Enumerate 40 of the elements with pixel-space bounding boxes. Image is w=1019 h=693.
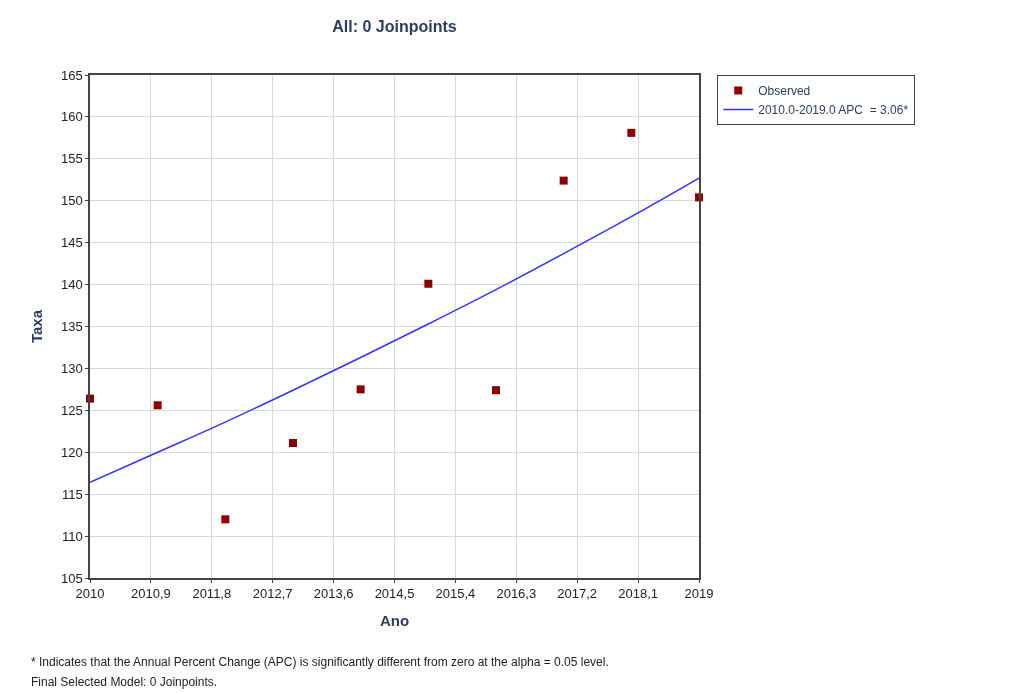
- text: Final Selected Model: 0 Joinpoints.: [31, 675, 218, 689]
- y-tick-label: 150: [60, 193, 83, 209]
- point: [356, 385, 365, 394]
- y-tick-label: 115: [61, 486, 83, 502]
- x-tick-label: 2013,6: [313, 586, 354, 602]
- y-tick-label: 105: [60, 570, 83, 586]
- x-tick-label: 2012,7: [252, 586, 293, 602]
- text: * Indicates that the Annual Percent Change (APC) is significantly different from zero at the alpha = 0.05 level.: [31, 655, 609, 669]
- y-tick-label: 140: [60, 277, 83, 293]
- y-axis-title: Taxa: [27, 309, 45, 344]
- x-tick-label: 2014,5: [374, 586, 415, 602]
- point: [289, 439, 297, 448]
- point: [424, 279, 433, 288]
- x-axis-title: Ano: [379, 611, 410, 629]
- line-series: [90, 177, 699, 484]
- legend-label: Observed: [758, 84, 811, 99]
- point: [153, 401, 162, 410]
- point: [221, 515, 230, 524]
- point: [559, 176, 568, 185]
- y-tick-label: 155: [60, 151, 83, 167]
- legend-label: 2010.0-2019.0 APC = 3.06*: [758, 103, 909, 118]
- chart-title: All: 0 Joinpoints: [332, 17, 457, 35]
- x-tick-label: 2016,3: [496, 586, 537, 602]
- y-tick-label: 145: [60, 235, 83, 251]
- y-tick-label: 110: [61, 528, 83, 544]
- x-tick-label: 2017,2: [557, 586, 598, 602]
- x-tick-label: 2015,4: [435, 586, 476, 602]
- x-tick-label: 2010: [75, 586, 105, 602]
- y-tick-label: 120: [60, 444, 83, 460]
- x-tick-label: 2010,9: [131, 586, 171, 602]
- y-tick-label: 130: [60, 360, 83, 376]
- y-tick-label: 165: [60, 67, 83, 83]
- y-tick-label: 135: [60, 319, 83, 335]
- y-tick-label: 160: [60, 109, 83, 125]
- point: [627, 128, 636, 137]
- y-tick-label: 125: [60, 402, 83, 418]
- x-tick-label: 2018,1: [618, 586, 658, 602]
- x-tick-label: 2011,8: [192, 586, 232, 602]
- x-tick-label: 2019: [684, 586, 714, 602]
- point: [492, 386, 500, 395]
